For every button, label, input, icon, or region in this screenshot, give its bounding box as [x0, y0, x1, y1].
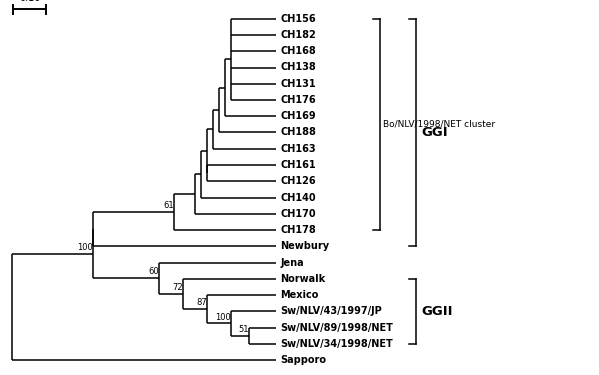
- Text: CH163: CH163: [280, 144, 316, 154]
- Text: 60: 60: [148, 267, 159, 276]
- Text: 100: 100: [77, 243, 93, 252]
- Text: Norwalk: Norwalk: [280, 274, 326, 284]
- Text: CH178: CH178: [280, 225, 316, 235]
- Text: Sw/NLV/89/1998/NET: Sw/NLV/89/1998/NET: [280, 322, 393, 333]
- Text: 0.10: 0.10: [19, 0, 40, 3]
- Text: Sw/NLV/34/1998/NET: Sw/NLV/34/1998/NET: [280, 339, 393, 349]
- Text: CH161: CH161: [280, 160, 316, 170]
- Text: CH126: CH126: [280, 176, 316, 186]
- Text: GGI: GGI: [421, 126, 447, 139]
- Text: Sapporo: Sapporo: [280, 355, 326, 365]
- Text: CH170: CH170: [280, 209, 316, 219]
- Text: CH138: CH138: [280, 63, 316, 72]
- Text: Mexico: Mexico: [280, 290, 319, 300]
- Text: Bo/NLV/1998/NET cluster: Bo/NLV/1998/NET cluster: [383, 120, 495, 129]
- Text: 51: 51: [238, 325, 249, 334]
- Text: CH168: CH168: [280, 46, 316, 56]
- Text: 87: 87: [196, 298, 207, 307]
- Text: CH169: CH169: [280, 111, 316, 121]
- Text: GGII: GGII: [421, 305, 453, 318]
- Text: Newbury: Newbury: [280, 241, 329, 251]
- Text: 100: 100: [215, 312, 231, 321]
- Text: 72: 72: [172, 283, 183, 292]
- Text: CH188: CH188: [280, 128, 316, 138]
- Text: 61: 61: [163, 201, 174, 210]
- Text: CH131: CH131: [280, 79, 316, 89]
- Text: Sw/NLV/43/1997/JP: Sw/NLV/43/1997/JP: [280, 306, 382, 316]
- Text: CH156: CH156: [280, 14, 316, 24]
- Text: Jena: Jena: [280, 258, 304, 267]
- Text: CH182: CH182: [280, 30, 316, 40]
- Text: CH176: CH176: [280, 95, 316, 105]
- Text: CH140: CH140: [280, 192, 316, 202]
